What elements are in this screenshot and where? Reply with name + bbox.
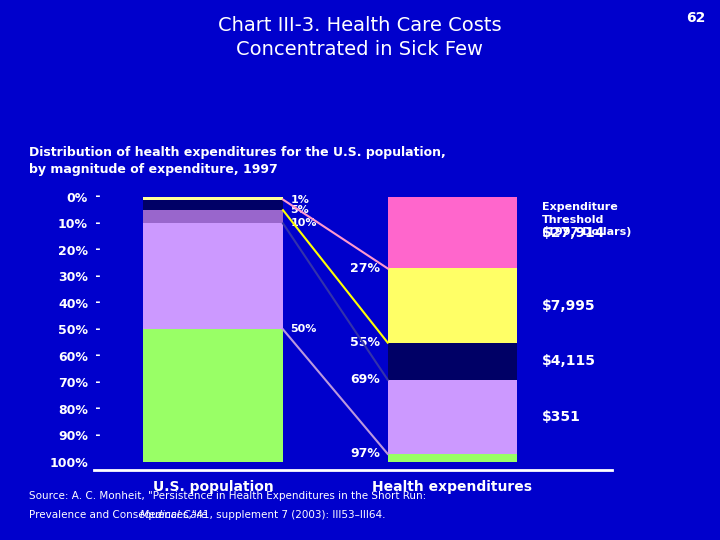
Text: 97%: 97% [351,448,380,461]
Text: $7,995: $7,995 [542,299,596,313]
Bar [143,224,283,329]
Text: $351: $351 [542,410,581,424]
Text: Chart III-3. Health Care Costs
Concentrated in Sick Few: Chart III-3. Health Care Costs Concentra… [218,16,502,59]
Bar [387,454,517,462]
Text: 1%: 1% [290,194,310,205]
Text: 55%: 55% [350,336,380,349]
Text: 69%: 69% [351,373,380,386]
Text: Health expenditures: Health expenditures [372,481,533,495]
Text: $4,115: $4,115 [542,354,596,368]
Text: 10%: 10% [290,219,317,228]
Text: Distribution of health expenditures for the U.S. population,
by magnitude of exp: Distribution of health expenditures for … [29,146,446,176]
Text: -: - [91,349,101,362]
Bar [387,197,517,268]
Bar [143,197,283,200]
Text: 5%: 5% [290,205,310,215]
Text: -: - [91,429,101,442]
Bar [143,210,283,224]
Text: 27%: 27% [350,262,380,275]
Text: -: - [91,270,101,283]
Text: -: - [91,323,101,336]
Text: Medical Care: Medical Care [140,510,208,521]
Text: -: - [91,244,101,256]
Text: -: - [91,376,101,389]
Text: Source: A. C. Monheit, "Persistence in Health Expenditures in the Short Run:: Source: A. C. Monheit, "Persistence in H… [29,491,426,502]
Bar [387,380,517,454]
Text: 62: 62 [686,11,706,25]
Text: 41, supplement 7 (2003): III53–III64.: 41, supplement 7 (2003): III53–III64. [193,510,385,521]
Bar [143,329,283,462]
Bar [387,343,517,380]
Text: Prevalence and Consequences,": Prevalence and Consequences," [29,510,199,521]
Text: -: - [91,217,101,230]
Text: Expenditure
Threshold
(1997 Dollars): Expenditure Threshold (1997 Dollars) [542,202,631,237]
Bar [143,200,283,210]
Text: -: - [91,402,101,415]
Text: U.S. population: U.S. population [153,481,274,495]
Text: -: - [91,296,101,309]
Text: 50%: 50% [290,325,317,334]
Text: -: - [91,191,101,204]
Text: $27,914: $27,914 [542,226,606,240]
Bar [387,268,517,343]
